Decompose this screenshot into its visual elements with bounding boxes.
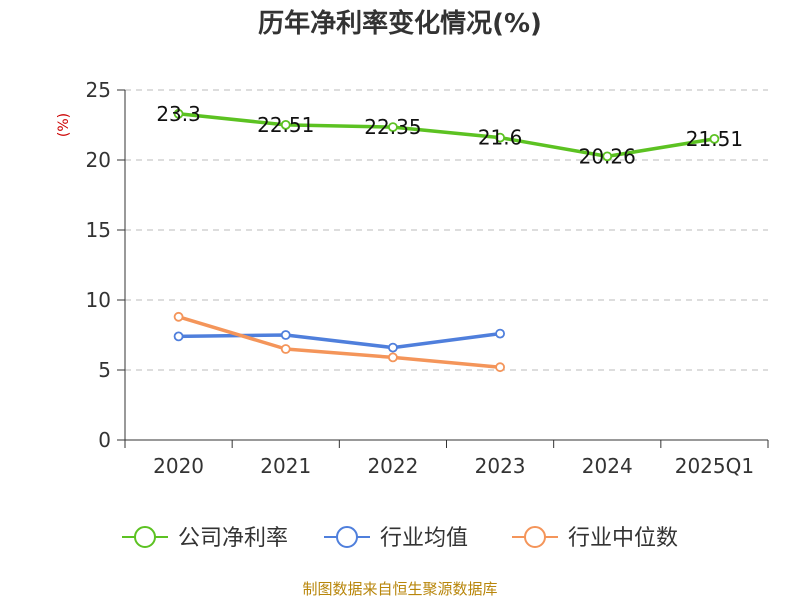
- y-tick-label: 10: [86, 288, 111, 312]
- data-point: [173, 108, 184, 119]
- y-tick-label: 0: [98, 428, 111, 452]
- data-point: [709, 133, 720, 144]
- data-label: 21.51: [686, 127, 743, 151]
- data-point: [173, 311, 184, 322]
- data-point: [280, 344, 291, 354]
- x-tick-label: 2022: [367, 454, 418, 478]
- data-point: [280, 330, 291, 340]
- chart-title: 历年净利率变化情况(%): [258, 8, 542, 39]
- data-point: [602, 151, 613, 162]
- data-point: [495, 132, 505, 143]
- data-point: [388, 342, 398, 353]
- y-tick-label: 5: [98, 358, 111, 382]
- legend-swatch-marker: [134, 526, 156, 548]
- legend-swatch-marker: [524, 526, 546, 548]
- data-label: 22.51: [257, 113, 314, 137]
- y-tick-label: 25: [86, 78, 111, 102]
- y-tick-label: 15: [86, 218, 111, 242]
- legend-label: 行业中位数: [568, 526, 678, 551]
- data-label: 22.35: [364, 115, 421, 139]
- axes: 0 5 10 15 20 25 2020 2021 2022 2023 2024 2025Q1: [86, 78, 769, 478]
- series-line: [178, 315, 501, 369]
- series-line: [178, 331, 501, 350]
- x-tick-label: 2021: [260, 454, 311, 478]
- series-line: [178, 112, 715, 159]
- data-point: [495, 362, 505, 373]
- legend-label: 公司净利率: [178, 526, 288, 551]
- data-point: [388, 122, 398, 132]
- data-point: [388, 352, 398, 363]
- legend-label: 行业均值: [380, 526, 468, 551]
- legend-swatch-marker: [336, 526, 358, 548]
- x-tick-label: 2020: [153, 454, 204, 478]
- data-point: [495, 328, 505, 339]
- y-tick-label: 20: [86, 148, 111, 172]
- data-label: 20.26: [579, 144, 636, 168]
- data-point: [280, 119, 291, 130]
- x-tick-label: 2023: [475, 454, 526, 478]
- x-tick-label: 2024: [582, 454, 633, 478]
- x-tick-label: 2025Q1: [675, 454, 754, 478]
- grid: [125, 89, 768, 371]
- data-labels: 23.3 22.51 22.35 21.6 20.26 21.51: [156, 102, 743, 169]
- source-note: 制图数据来自恒生聚源数据库: [302, 580, 497, 598]
- series: [173, 108, 720, 373]
- y-axis-label: (%): [56, 113, 72, 137]
- data-point: [173, 331, 184, 342]
- legend: 公司净利率 行业均值 行业中位数: [122, 526, 678, 551]
- data-label: 21.6: [478, 126, 523, 150]
- data-label: 23.3: [156, 102, 201, 126]
